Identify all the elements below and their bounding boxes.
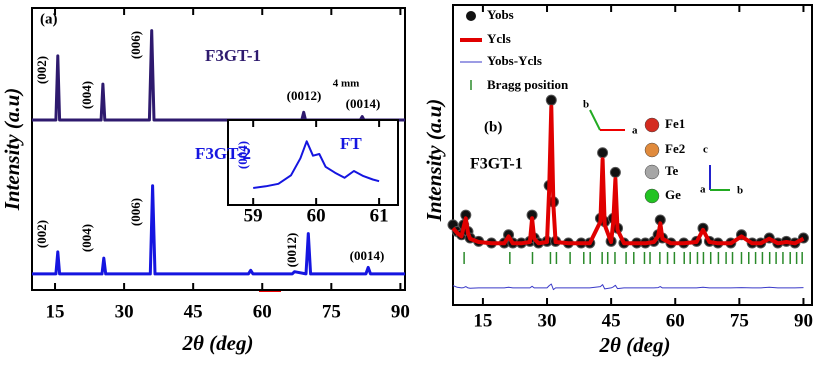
legend-label: Ycls — [487, 31, 511, 46]
peak-label: (006) — [128, 198, 143, 226]
axis-direction-label: a — [632, 125, 638, 137]
x-tick-label: 60 — [307, 205, 326, 226]
scale-label: 4 mm — [333, 78, 360, 90]
axis-arrow — [589, 109, 601, 131]
obs-point — [545, 94, 557, 106]
data-line — [32, 29, 405, 122]
x-tick-label: 60 — [666, 310, 685, 331]
atom-legend-marker — [644, 117, 660, 133]
peak-label: (004) — [235, 141, 250, 169]
axis-direction-label: c — [703, 144, 708, 156]
peak-label: (0012) — [287, 88, 322, 103]
peak-label: (002) — [34, 56, 49, 84]
peak-label: (0014) — [350, 248, 385, 263]
x-axis-title: 2θ (deg) — [182, 331, 254, 355]
x-tick-label: 45 — [184, 301, 203, 322]
x-tick-label: 59 — [244, 205, 263, 226]
x-tick-label: 75 — [730, 310, 749, 331]
atom-legend-label: Fe2 — [665, 141, 685, 156]
legend-marker — [466, 11, 476, 21]
axis-direction-label: b — [737, 185, 743, 197]
panel-label: (b) — [484, 119, 502, 135]
x-tick-label: 61 — [370, 205, 389, 226]
sample-label: F3GT-1 — [470, 156, 523, 173]
peak-label: (004) — [79, 224, 94, 252]
peak-label: (006) — [128, 31, 143, 59]
series-label: F3GT-1 — [205, 46, 261, 65]
peak-label: (004) — [79, 81, 94, 109]
y-axis-title: Intensity (a.u) — [0, 88, 24, 212]
peak-label: (002) — [34, 220, 49, 248]
axis-direction-label: a — [700, 184, 706, 196]
axis-direction-label: b — [583, 99, 589, 111]
x-tick-label: 90 — [794, 310, 813, 331]
peak-label: (0014) — [346, 96, 381, 111]
legend-label: Yobs-Ycls — [487, 53, 542, 68]
data-line — [253, 140, 380, 189]
atom-legend-marker — [644, 188, 660, 204]
obs-point — [609, 166, 621, 178]
atom-legend-marker — [644, 164, 660, 180]
atom-legend-label: Ge — [665, 187, 681, 202]
x-axis-title: 2θ (deg) — [599, 333, 671, 357]
plot-frame — [452, 4, 813, 306]
peak-label: (0012) — [284, 233, 299, 268]
plot-frame — [227, 119, 399, 206]
panel-label: (a) — [40, 11, 58, 27]
x-tick-label: 90 — [391, 301, 410, 322]
obs-point — [597, 147, 609, 159]
series-label: F3GT-2 — [195, 144, 251, 163]
data-line — [32, 184, 405, 276]
atom-legend-label: Te — [665, 163, 678, 178]
x-tick-label: 60 — [253, 301, 272, 322]
y-axis-title: Intensity (a.u) — [422, 99, 446, 223]
x-tick-label: 75 — [322, 301, 341, 322]
x-tick-label: 15 — [46, 301, 65, 322]
x-tick-label: 15 — [473, 310, 492, 331]
atom-legend-marker — [644, 142, 660, 158]
atom-legend-label: Fe1 — [665, 116, 685, 131]
inset-title: FT — [340, 134, 362, 153]
x-tick-label: 30 — [115, 301, 134, 322]
legend-label: Bragg position — [487, 77, 569, 92]
x-tick-label: 30 — [538, 310, 557, 331]
data-line — [452, 283, 804, 291]
x-tick-label: 45 — [602, 310, 621, 331]
data-line — [451, 104, 805, 246]
legend-label: Yobs — [487, 7, 514, 22]
